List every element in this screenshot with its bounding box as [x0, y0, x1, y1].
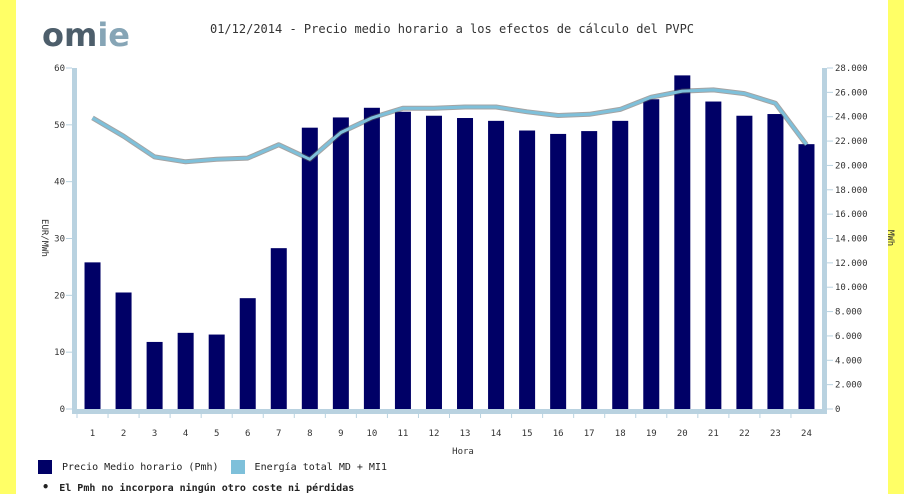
- x-tick-label: 13: [460, 429, 471, 439]
- x-tick-label: 9: [338, 429, 343, 439]
- logo-part-light: ie: [97, 16, 130, 54]
- y2-tick-label: 28.000: [835, 64, 868, 74]
- x-tick-label: 11: [398, 429, 409, 439]
- omie-logo: omie: [42, 16, 130, 54]
- bar: [394, 111, 411, 410]
- x-tick-label: 17: [584, 429, 595, 439]
- x-tick-label: 12: [429, 429, 440, 439]
- x-tick-label: 5: [214, 429, 219, 439]
- y2-tick-label: 10.000: [835, 283, 868, 293]
- bullet-icon: •: [42, 480, 50, 494]
- legend-swatch-bars: [38, 460, 52, 474]
- bar: [208, 334, 225, 409]
- y2-axis-title: MWh: [885, 230, 895, 246]
- footnote: • El Pmh no incorpora ningún otro coste n…: [42, 480, 354, 494]
- x-tick-label: 21: [708, 429, 719, 439]
- x-tick-label: 16: [553, 429, 564, 439]
- bar: [767, 114, 784, 409]
- y2-tick-label: 20.000: [835, 161, 868, 171]
- y2-tick-label: 6.000: [835, 332, 862, 342]
- y2-tick-label: 2.000: [835, 381, 862, 391]
- y2-tick-label: 12.000: [835, 259, 868, 269]
- x-tick-label: 8: [307, 429, 312, 439]
- bar: [115, 292, 132, 409]
- y2-tick-label: 4.000: [835, 356, 862, 366]
- line-series: [91, 87, 809, 165]
- x-tick-label: 23: [770, 429, 781, 439]
- x-tick-label: 19: [646, 429, 657, 439]
- bar: [550, 133, 567, 409]
- bar: [270, 248, 287, 409]
- x-tick-label: 24: [801, 429, 812, 439]
- legend-label-line: Energía total MD + MI1: [254, 461, 387, 473]
- footnote-text: El Pmh no incorpora ningún otro coste ni…: [59, 483, 355, 494]
- tick-labels: 0 10 20 30 40 50 60 0 2.000 4.000 6.000 8.000 10.000…: [54, 64, 867, 439]
- bar: [519, 130, 536, 409]
- legend-label-bars: Precio Medio horario (Pmh): [62, 461, 219, 473]
- y2-tick-label: 22.000: [835, 137, 868, 147]
- y2-tick-label: 26.000: [835, 88, 868, 98]
- bar: [488, 120, 505, 409]
- bar: [301, 127, 318, 410]
- legend-swatch-line: [230, 460, 245, 474]
- y2-tick-label: 0: [835, 405, 840, 415]
- x-tick-label: 2: [121, 429, 126, 439]
- x-tick-label: 10: [366, 429, 377, 439]
- bar-series: [84, 75, 815, 410]
- x-tick-label: 15: [522, 429, 533, 439]
- x-tick-label: 3: [152, 429, 157, 439]
- x-tick-label: 7: [276, 429, 281, 439]
- bar: [581, 131, 598, 409]
- bar: [425, 115, 442, 410]
- y2-tick-label: 16.000: [835, 210, 868, 220]
- chart: 0 10 20 30 40 50 60 0 2.000 4.000 6.000 8.000 10.000…: [39, 64, 895, 457]
- logo-part-dark: om: [42, 16, 97, 54]
- y2-tick-label: 18.000: [835, 186, 868, 196]
- bar: [239, 298, 256, 409]
- bar: [798, 144, 815, 409]
- bar: [457, 118, 474, 409]
- x-tick-label: 20: [677, 429, 688, 439]
- bar: [84, 262, 101, 409]
- legend: Precio Medio horario (Pmh) Energía total…: [38, 460, 399, 474]
- bar: [705, 101, 722, 409]
- y-tick-label: 40: [54, 178, 65, 188]
- bar: [363, 107, 380, 410]
- bar: [736, 115, 753, 410]
- bar: [643, 99, 660, 409]
- y-tick-label: 50: [54, 121, 65, 131]
- bar: [332, 117, 349, 409]
- x-axis-title: Hora: [452, 447, 474, 457]
- omie-logo-text: omie: [42, 16, 130, 54]
- chart-title: 01/12/2014 - Precio medio horario a los …: [209, 22, 695, 36]
- x-tick-label: 22: [739, 429, 750, 439]
- x-tick-label: 1: [90, 429, 95, 439]
- x-tick-label: 4: [183, 429, 188, 439]
- x-tick-label: 14: [491, 429, 502, 439]
- right-axis-line: [822, 68, 827, 409]
- y-tick-label: 60: [54, 64, 65, 74]
- y2-tick-label: 24.000: [835, 113, 868, 123]
- y-tick-label: 10: [54, 348, 65, 358]
- line-shadow: [91, 87, 809, 165]
- y2-tick-label: 8.000: [835, 308, 862, 318]
- series-line: [91, 88, 808, 164]
- left-axis-line: [72, 68, 77, 409]
- x-tick-label: 18: [615, 429, 626, 439]
- y2-tick-label: 14.000: [835, 235, 868, 245]
- y-tick-label: 0: [60, 405, 65, 415]
- bar: [612, 120, 629, 409]
- bar: [146, 341, 163, 409]
- x-tick-label: 6: [245, 429, 250, 439]
- y-axis-title: EUR/MWh: [39, 219, 49, 257]
- bar: [177, 332, 194, 409]
- y-tick-label: 20: [54, 291, 65, 301]
- y-tick-label: 30: [54, 235, 65, 245]
- bar: [674, 75, 691, 409]
